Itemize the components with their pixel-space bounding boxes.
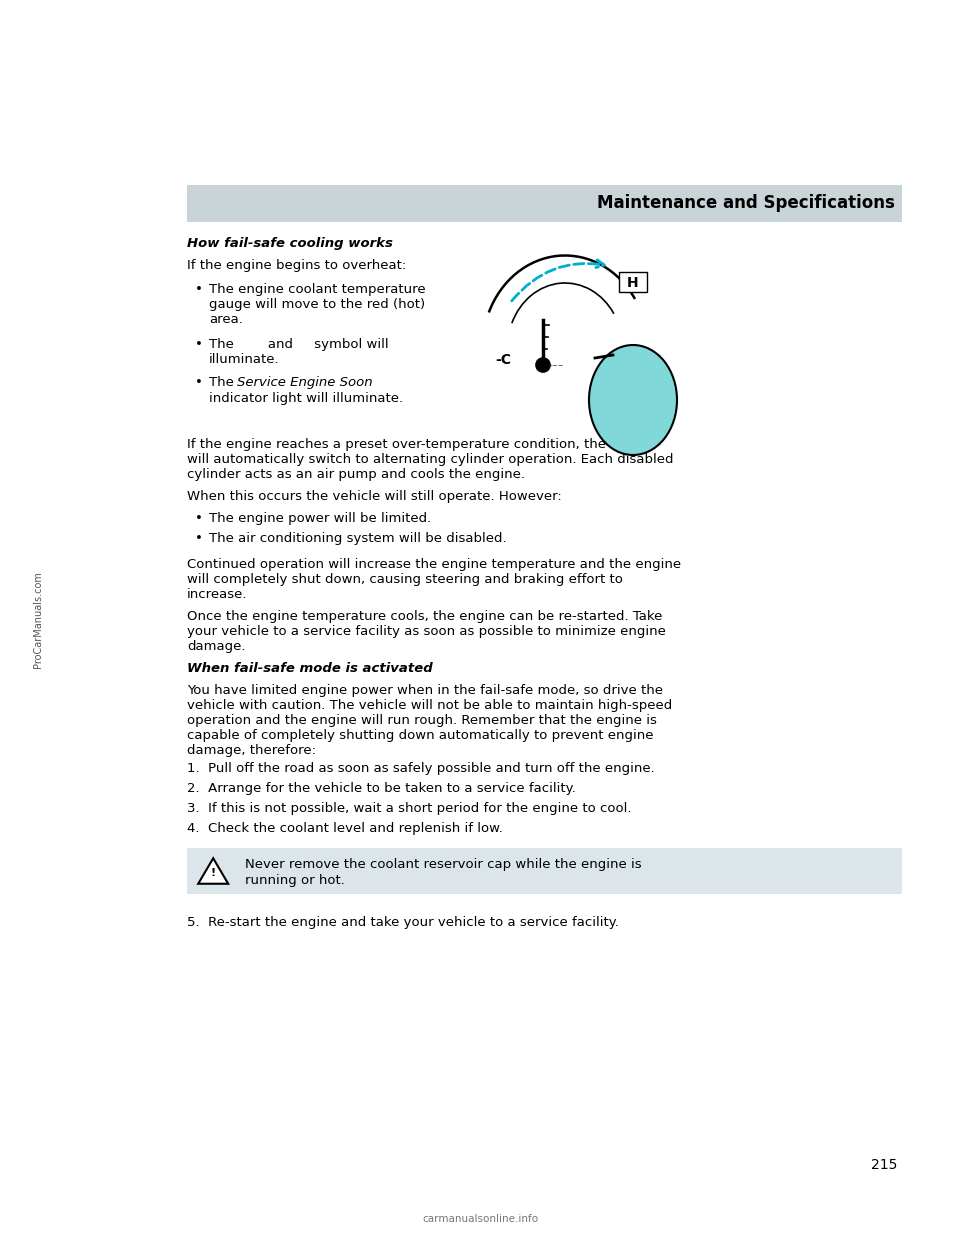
Text: carmanualsonline.info: carmanualsonline.info bbox=[422, 1213, 538, 1225]
Text: indicator light will illuminate.: indicator light will illuminate. bbox=[209, 392, 403, 405]
Text: !: ! bbox=[210, 868, 216, 878]
Ellipse shape bbox=[589, 345, 677, 455]
Text: 2.  Arrange for the vehicle to be taken to a service facility.: 2. Arrange for the vehicle to be taken t… bbox=[187, 782, 576, 795]
Text: 215: 215 bbox=[871, 1158, 898, 1172]
Text: H: H bbox=[627, 276, 638, 289]
Text: When this occurs the vehicle will still operate. However:: When this occurs the vehicle will still … bbox=[187, 491, 562, 503]
Text: running or hot.: running or hot. bbox=[245, 874, 345, 887]
Text: The engine coolant temperature
gauge will move to the red (hot)
area.: The engine coolant temperature gauge wil… bbox=[209, 283, 426, 325]
Text: Maintenance and Specifications: Maintenance and Specifications bbox=[596, 195, 895, 212]
Text: -C: -C bbox=[495, 353, 511, 366]
Bar bbox=[187, 848, 902, 894]
Text: ~~~: ~~~ bbox=[546, 363, 564, 369]
Text: Once the engine temperature cools, the engine can be re-started. Take
your vehic: Once the engine temperature cools, the e… bbox=[187, 610, 666, 653]
Text: If the engine reaches a preset over-temperature condition, the engine
will autom: If the engine reaches a preset over-temp… bbox=[187, 438, 674, 481]
Text: •: • bbox=[195, 338, 204, 351]
Text: Never remove the coolant reservoir cap while the engine is: Never remove the coolant reservoir cap w… bbox=[245, 858, 642, 871]
Text: When fail-safe mode is activated: When fail-safe mode is activated bbox=[187, 662, 433, 674]
Text: Service Engine Soon: Service Engine Soon bbox=[237, 376, 372, 389]
Text: ProCarManuals.com: ProCarManuals.com bbox=[33, 571, 43, 668]
Text: 5.  Re-start the engine and take your vehicle to a service facility.: 5. Re-start the engine and take your veh… bbox=[187, 917, 619, 929]
FancyArrowPatch shape bbox=[512, 260, 604, 301]
Text: •: • bbox=[195, 532, 204, 545]
Text: How fail-safe cooling works: How fail-safe cooling works bbox=[187, 237, 393, 250]
Bar bbox=[187, 185, 902, 222]
Text: •: • bbox=[195, 283, 204, 296]
Text: The engine power will be limited.: The engine power will be limited. bbox=[209, 512, 431, 525]
Text: Continued operation will increase the engine temperature and the engine
will com: Continued operation will increase the en… bbox=[187, 558, 682, 601]
Text: •: • bbox=[195, 376, 204, 389]
Text: 4.  Check the coolant level and replenish if low.: 4. Check the coolant level and replenish… bbox=[187, 822, 503, 835]
Polygon shape bbox=[198, 858, 228, 884]
Text: The air conditioning system will be disabled.: The air conditioning system will be disa… bbox=[209, 532, 507, 545]
Text: 3.  If this is not possible, wait a short period for the engine to cool.: 3. If this is not possible, wait a short… bbox=[187, 802, 632, 815]
Text: •: • bbox=[195, 512, 204, 525]
Bar bbox=[619, 272, 647, 292]
Text: You have limited engine power when in the fail-safe mode, so drive the
vehicle w: You have limited engine power when in th… bbox=[187, 684, 672, 758]
Text: The: The bbox=[209, 376, 238, 389]
Text: The        and     symbol will
illuminate.: The and symbol will illuminate. bbox=[209, 338, 389, 366]
Circle shape bbox=[536, 358, 550, 373]
Text: If the engine begins to overheat:: If the engine begins to overheat: bbox=[187, 260, 406, 272]
Text: 1.  Pull off the road as soon as safely possible and turn off the engine.: 1. Pull off the road as soon as safely p… bbox=[187, 763, 655, 775]
